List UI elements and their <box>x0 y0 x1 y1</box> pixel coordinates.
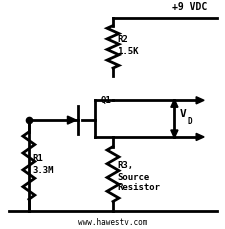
Polygon shape <box>170 131 177 138</box>
Text: 3.3M: 3.3M <box>33 165 54 174</box>
Text: D: D <box>187 117 191 125</box>
Text: R3,: R3, <box>117 160 133 169</box>
Text: R2: R2 <box>117 35 127 44</box>
Text: +9 VDC: +9 VDC <box>171 2 206 12</box>
Polygon shape <box>195 134 203 141</box>
Polygon shape <box>195 97 203 104</box>
Polygon shape <box>170 100 177 108</box>
Text: 1.5K: 1.5K <box>117 47 138 56</box>
Text: Q1: Q1 <box>100 96 110 105</box>
Text: Source: Source <box>117 172 148 181</box>
Text: www.hawestv.com: www.hawestv.com <box>78 217 147 226</box>
Polygon shape <box>67 117 76 125</box>
Text: R1: R1 <box>33 154 43 163</box>
Text: Resistor: Resistor <box>117 183 159 192</box>
Text: V: V <box>178 108 185 118</box>
